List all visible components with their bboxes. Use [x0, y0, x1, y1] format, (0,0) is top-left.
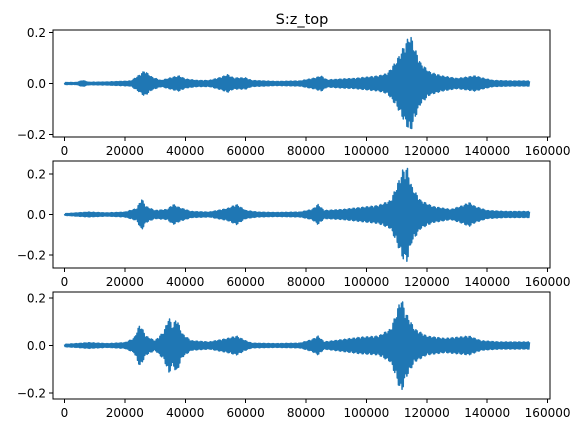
- x-tick-label-2-2: 40000: [166, 275, 204, 289]
- subplot-2: 0 20000 40000 60000 80000 100000 120000 140000 1…: [17, 160, 571, 289]
- x-tick-label-1-1: 20000: [106, 144, 144, 158]
- axes-layer: 0 20000 40000 60000 80000 100000 120000 140000 1…: [17, 26, 571, 420]
- x-tick-label-3-0: 0: [61, 406, 69, 420]
- x-tick-label-3-8: 160000: [525, 406, 571, 420]
- x-tick-label-1-7: 140000: [464, 144, 510, 158]
- y-tick-label-3-2: 0.2: [27, 291, 46, 305]
- y-tick-label-1-0: −0.2: [17, 128, 46, 142]
- x-tick-label-1-8: 160000: [525, 144, 571, 158]
- y-tick-label-1-2: 0.2: [27, 26, 46, 40]
- y-tick-label-2-2: 0.2: [27, 168, 46, 182]
- y-tick-label-3-1: 0.0: [27, 339, 46, 353]
- y-tick-label-2-0: −0.2: [17, 248, 46, 262]
- subplot-1: 0 20000 40000 60000 80000 100000 120000 140000 1…: [17, 26, 571, 158]
- x-tick-label-2-6: 120000: [404, 275, 450, 289]
- x-tick-label-2-3: 60000: [227, 275, 265, 289]
- x-tick-label-1-0: 0: [61, 144, 69, 158]
- x-tick-label-2-8: 160000: [525, 275, 571, 289]
- x-tick-label-3-7: 140000: [464, 406, 510, 420]
- x-tick-label-3-1: 20000: [106, 406, 144, 420]
- x-tick-label-3-6: 120000: [404, 406, 450, 420]
- chart-title: S:z_top: [276, 12, 329, 28]
- y-tick-label-2-1: 0.0: [27, 208, 46, 222]
- x-tick-label-3-5: 100000: [344, 406, 390, 420]
- series-line-1-1: [63, 36, 531, 130]
- x-tick-label-3-2: 40000: [166, 406, 204, 420]
- x-tick-label-2-7: 140000: [464, 275, 510, 289]
- series-line-2-1: [63, 167, 531, 262]
- x-tick-label-1-5: 100000: [344, 144, 390, 158]
- x-tick-label-1-6: 120000: [404, 144, 450, 158]
- x-tick-label-3-4: 80000: [287, 406, 325, 420]
- x-tick-label-1-3: 60000: [227, 144, 265, 158]
- x-tick-label-3-3: 60000: [227, 406, 265, 420]
- series-line-3-1: [63, 301, 531, 391]
- subplot-3: 0 20000 40000 60000 80000 100000 120000 140000 1…: [17, 291, 571, 420]
- y-tick-label-3-0: −0.2: [17, 387, 46, 401]
- x-tick-label-1-2: 40000: [166, 144, 204, 158]
- x-tick-label-1-4: 80000: [287, 144, 325, 158]
- y-tick-label-1-1: 0.0: [27, 77, 46, 91]
- x-tick-label-2-4: 80000: [287, 275, 325, 289]
- x-tick-label-2-0: 0: [61, 275, 69, 289]
- x-tick-label-2-1: 20000: [106, 275, 144, 289]
- x-tick-label-2-5: 100000: [344, 275, 390, 289]
